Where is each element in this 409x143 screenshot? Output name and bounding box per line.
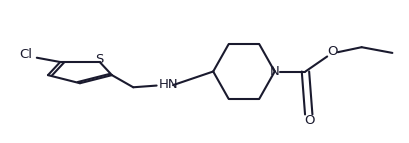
Text: O: O	[303, 114, 314, 127]
Text: N: N	[269, 65, 279, 78]
Text: HN: HN	[158, 78, 178, 91]
Text: Cl: Cl	[20, 48, 33, 61]
Text: S: S	[95, 53, 103, 66]
Text: O: O	[327, 45, 337, 58]
